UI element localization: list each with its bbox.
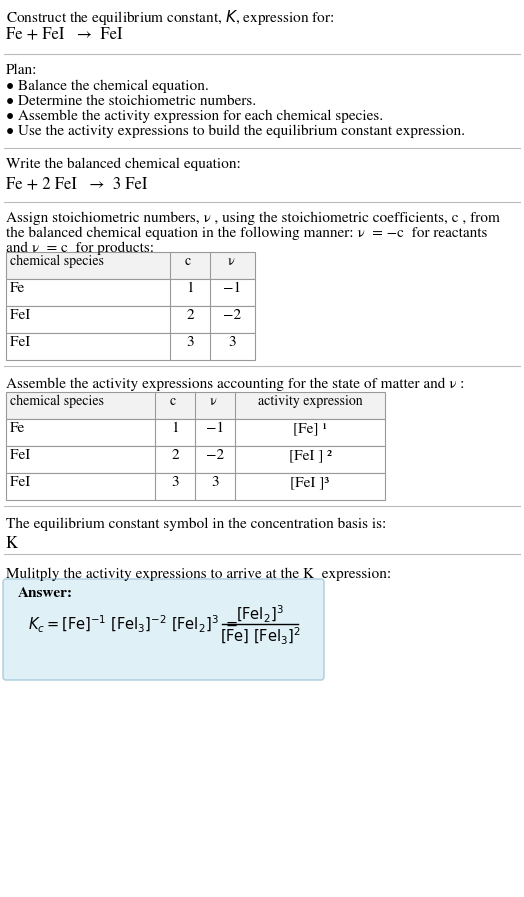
Text: cᵢ: cᵢ: [170, 395, 180, 408]
Text: 1: 1: [186, 282, 194, 295]
Text: chemical species: chemical species: [10, 255, 104, 268]
Text: FeI₂: FeI₂: [10, 335, 34, 349]
FancyBboxPatch shape: [3, 579, 324, 680]
Text: 3: 3: [211, 475, 219, 489]
Text: Fe: Fe: [10, 422, 25, 435]
Text: the balanced chemical equation in the following manner: νᵢ = −cᵢ for reactants: the balanced chemical equation in the fo…: [6, 227, 487, 240]
Text: Assign stoichiometric numbers, νᵢ, using the stoichiometric coefficients, cᵢ, fr: Assign stoichiometric numbers, νᵢ, using…: [6, 212, 500, 225]
Text: [FeI₃]⁻²: [FeI₃]⁻²: [289, 448, 332, 462]
Bar: [6, 306, 255, 333]
Text: • Determine the stoichiometric numbers.: • Determine the stoichiometric numbers.: [6, 95, 256, 109]
Text: and νᵢ = cᵢ for products:: and νᵢ = cᵢ for products:: [6, 242, 154, 256]
Text: FeI₃: FeI₃: [10, 309, 34, 322]
Bar: [6, 392, 385, 419]
Text: [Fe]⁻¹: [Fe]⁻¹: [293, 422, 327, 435]
Text: Answer:: Answer:: [18, 587, 73, 600]
Text: νᵢ: νᵢ: [227, 255, 237, 268]
Text: $\mathrm{[FeI_2]^3}$: $\mathrm{[FeI_2]^3}$: [236, 604, 284, 624]
Text: Mulitply the activity expressions to arrive at the K꜀ expression:: Mulitply the activity expressions to arr…: [6, 568, 391, 581]
Text: Write the balanced chemical equation:: Write the balanced chemical equation:: [6, 158, 241, 171]
Text: Construct the equilibrium constant, $K$, expression for:: Construct the equilibrium constant, $K$,…: [6, 8, 334, 27]
Text: Fe + FeI₃  →  FeI₂: Fe + FeI₃ → FeI₂: [6, 26, 127, 42]
Text: • Use the activity expressions to build the equilibrium constant expression.: • Use the activity expressions to build …: [6, 125, 465, 138]
Text: $\mathrm{[Fe]\ [FeI_3]^2}$: $\mathrm{[Fe]\ [FeI_3]^2}$: [220, 625, 300, 647]
Text: The equilibrium constant symbol in the concentration basis is:: The equilibrium constant symbol in the c…: [6, 518, 386, 531]
Text: 3: 3: [171, 475, 179, 489]
Text: FeI₃: FeI₃: [10, 448, 34, 462]
Text: FeI₂: FeI₂: [10, 475, 34, 489]
Bar: [6, 279, 255, 306]
Text: • Assemble the activity expression for each chemical species.: • Assemble the activity expression for e…: [6, 110, 383, 124]
Text: −1: −1: [206, 422, 224, 435]
Text: −2: −2: [223, 309, 242, 322]
Text: Fe + 2 FeI₃  →  3 FeI₂: Fe + 2 FeI₃ → 3 FeI₂: [6, 176, 151, 192]
Text: 2: 2: [186, 309, 194, 322]
Bar: [6, 333, 255, 360]
Text: νᵢ: νᵢ: [210, 395, 220, 408]
Text: [FeI₂]³: [FeI₂]³: [290, 475, 330, 489]
Text: Plan:: Plan:: [6, 64, 38, 77]
Text: $K_c = \mathrm{[Fe]^{-1}\ [FeI_3]^{-2}\ [FeI_2]^{3}}\ =$: $K_c = \mathrm{[Fe]^{-1}\ [FeI_3]^{-2}\ …: [28, 614, 238, 634]
Text: −2: −2: [206, 448, 224, 462]
Bar: [6, 446, 385, 473]
Text: 2: 2: [171, 448, 179, 462]
Text: • Balance the chemical equation.: • Balance the chemical equation.: [6, 80, 209, 93]
Bar: [6, 473, 385, 500]
Text: 3: 3: [186, 335, 194, 349]
Bar: [6, 252, 255, 279]
Bar: [6, 419, 385, 446]
Text: activity expression: activity expression: [258, 395, 362, 408]
Text: cᵢ: cᵢ: [185, 255, 195, 268]
Text: chemical species: chemical species: [10, 395, 104, 408]
Text: −1: −1: [223, 282, 242, 295]
Text: Assemble the activity expressions accounting for the state of matter and νᵢ:: Assemble the activity expressions accoun…: [6, 378, 464, 391]
Text: K꜀: K꜀: [6, 536, 22, 552]
Text: 1: 1: [171, 422, 179, 435]
Text: Fe: Fe: [10, 282, 25, 295]
Text: 3: 3: [228, 335, 236, 349]
